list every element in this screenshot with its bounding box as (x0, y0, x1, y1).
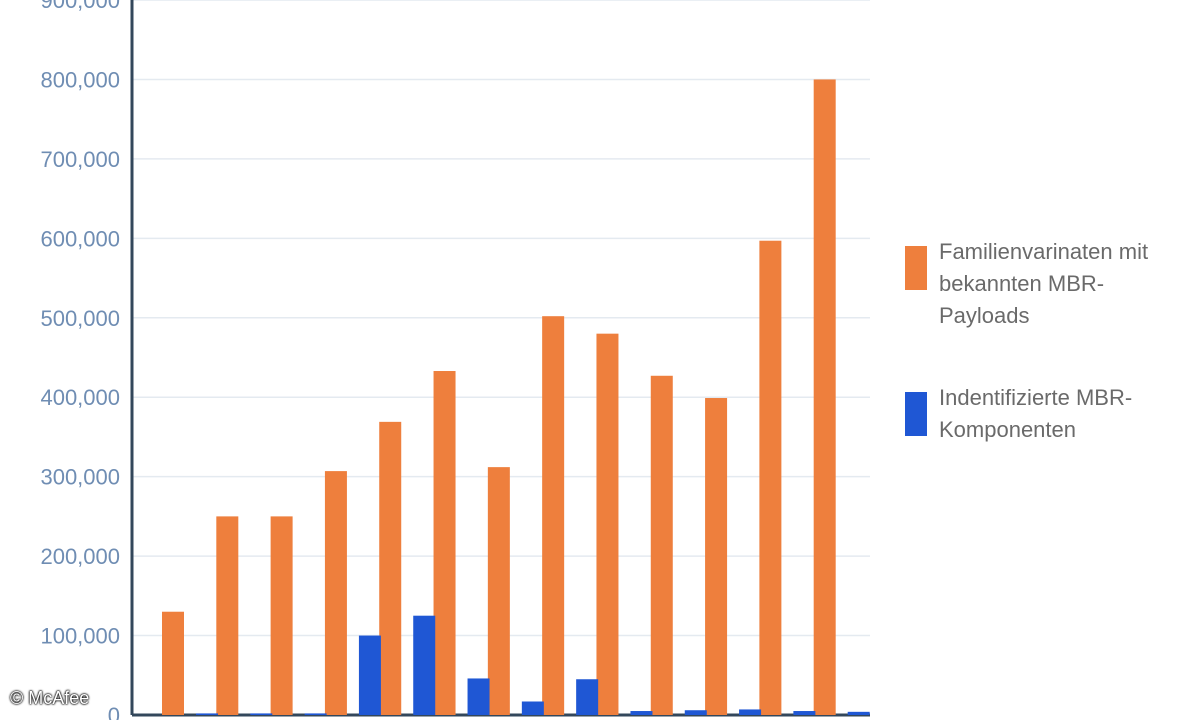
bar-components (196, 713, 218, 715)
bar-payloads (596, 333, 619, 715)
y-tick-label: 800,000 (40, 67, 120, 92)
bar-components (847, 711, 870, 715)
legend-swatch-orange (905, 246, 927, 290)
bar-payloads (759, 240, 782, 715)
y-tick-label: 600,000 (40, 226, 120, 251)
bar-payloads (270, 516, 293, 715)
bar-payloads (216, 516, 239, 715)
bar-components (576, 679, 599, 715)
y-tick-label: 900,000 (40, 0, 120, 13)
y-tick-label: 500,000 (40, 306, 120, 331)
y-tick-label: 400,000 (40, 385, 120, 410)
bar-components (684, 710, 707, 715)
legend-label-components: Indentifizierte MBR-Komponenten (939, 385, 1133, 442)
y-tick-label: 200,000 (40, 544, 120, 569)
bar-payloads (705, 398, 728, 715)
bar-components (304, 713, 327, 715)
y-tick-label: 100,000 (40, 624, 120, 649)
bar-payloads (324, 471, 347, 715)
legend-label-payloads: Familienvarinaten mit bekannten MBR-Payl… (939, 239, 1149, 328)
bar-components (413, 615, 436, 715)
bar-payloads (813, 79, 836, 715)
legend: Familienvarinaten mit bekannten MBR-Payl… (905, 236, 1195, 496)
watermark: © McAfee (10, 688, 90, 708)
bar-components (467, 678, 490, 715)
bar-components (250, 713, 273, 715)
bar-payloads (542, 316, 565, 715)
bar-components (793, 711, 816, 715)
bar-payloads (433, 371, 456, 715)
legend-item-components: Indentifizierte MBR-Komponenten (905, 382, 1195, 446)
bar-components (358, 635, 381, 715)
legend-item-payloads: Familienvarinaten mit bekannten MBR-Payl… (905, 236, 1195, 332)
y-tick-label: 0 (108, 703, 120, 720)
bar-components (630, 711, 653, 715)
bar-payloads (162, 611, 184, 715)
bar-components (521, 701, 544, 715)
bar-chart: 0 100,000 200,000 300,000 400,000 500,000 600,… (40, 0, 870, 720)
y-tick-label: 300,000 (40, 465, 120, 490)
legend-swatch-blue (905, 392, 927, 436)
bar-payloads (379, 421, 402, 715)
bar-payloads (650, 375, 673, 715)
bar-payloads (487, 467, 510, 715)
y-tick-label: 700,000 (40, 147, 120, 172)
bar-components (739, 709, 762, 715)
